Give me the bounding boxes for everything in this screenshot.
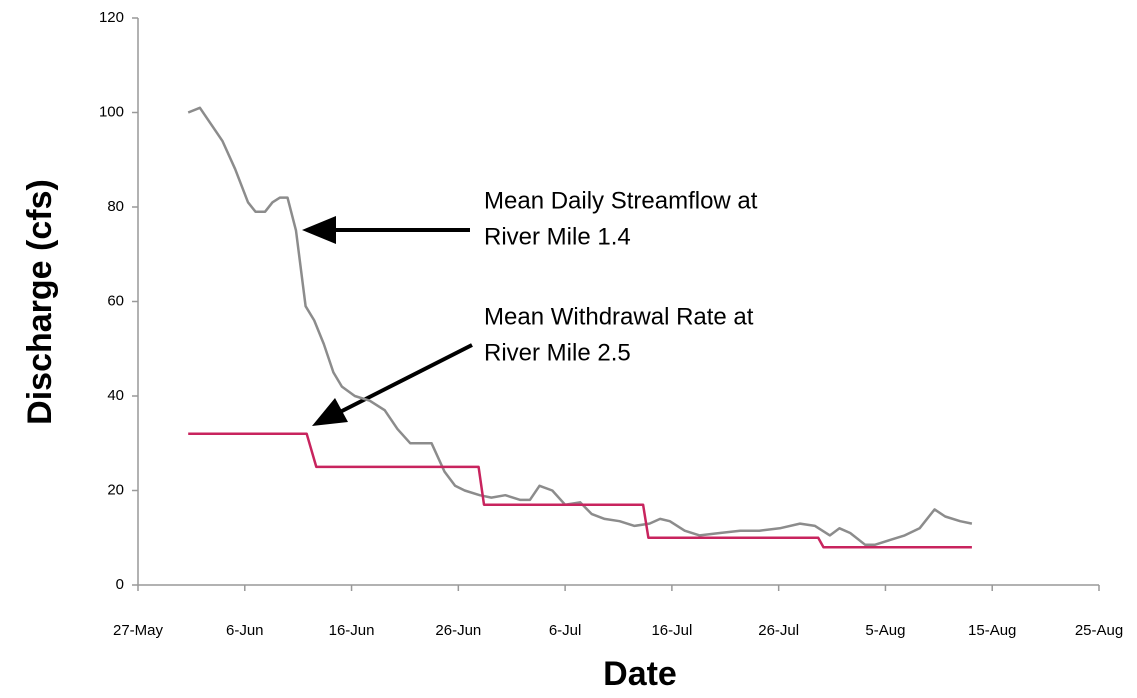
y-tick-label: 40 — [107, 387, 124, 404]
x-tick-label: 26-Jul — [758, 622, 799, 639]
y-tick-label: 20 — [107, 481, 124, 498]
annotation: River Mile 1.4 — [484, 223, 631, 250]
arrow — [312, 343, 473, 426]
y-tick-label: 0 — [116, 576, 124, 593]
x-axis-label: Date — [603, 655, 677, 693]
y-axis-label: Discharge (cfs) — [21, 179, 59, 425]
series-line — [187, 106, 973, 547]
annotation: River Mile 2.5 — [484, 339, 631, 366]
y-tick-label: 60 — [107, 292, 124, 309]
x-tick-label: 26-Jun — [435, 622, 481, 639]
x-tick-label: 16-Jun — [329, 622, 375, 639]
x-tick-label: 16-Jul — [651, 622, 692, 639]
y-tick-label: 120 — [99, 9, 124, 26]
x-tick-label: 6-Jun — [226, 622, 264, 639]
series-line — [188, 432, 972, 549]
x-tick-label: 6-Jul — [549, 622, 582, 639]
y-tick-label: 80 — [107, 198, 124, 215]
annotation: Mean Daily Streamflow at — [484, 187, 758, 214]
arrow — [302, 216, 470, 244]
x-tick-label: 27-May — [113, 622, 164, 639]
annotation: Mean Withdrawal Rate at — [484, 303, 754, 330]
x-tick-label: 25-Aug — [1075, 622, 1123, 639]
y-tick-label: 100 — [99, 103, 124, 120]
x-tick-label: 5-Aug — [865, 622, 905, 639]
x-tick-label: 15-Aug — [968, 622, 1016, 639]
